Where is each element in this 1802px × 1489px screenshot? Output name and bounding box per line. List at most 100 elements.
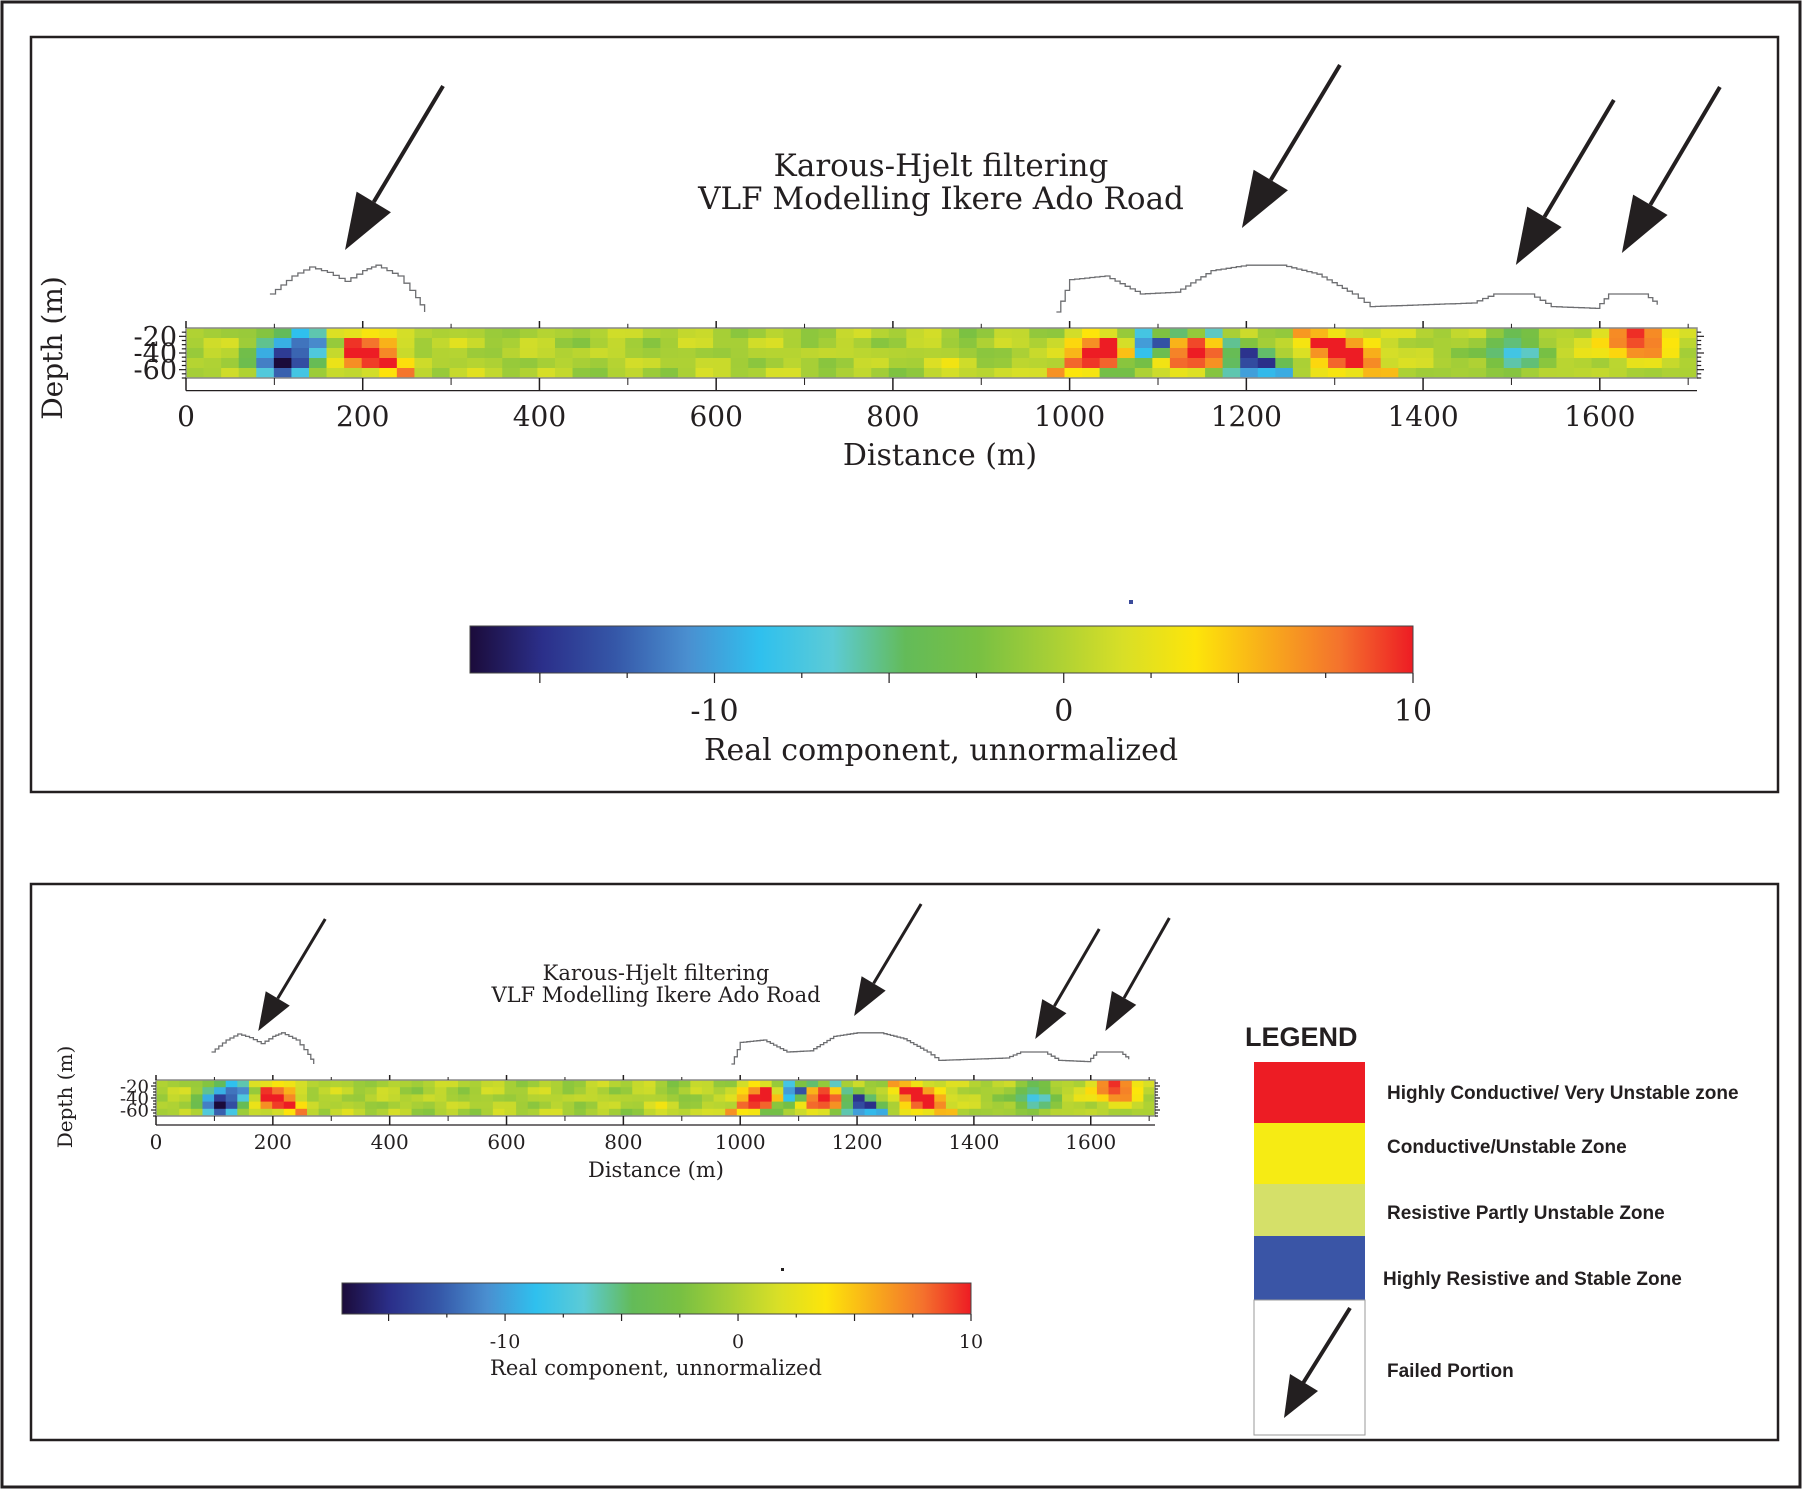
heatmap-cell [291,368,310,379]
heatmap-cell [308,368,327,379]
heatmap-cell [156,1094,169,1102]
heatmap-cell [248,1108,261,1117]
legend-item-label: Conductive/Unstable Zone [1387,1137,1627,1158]
heatmap-cell [458,1094,471,1102]
heatmap-cell [1029,338,1048,349]
heatmap-cell [330,1087,343,1095]
heatmap-cell [1679,358,1698,369]
heatmap-cell [1521,368,1540,379]
heatmap-cell [992,1094,1005,1102]
heatmap-cell [399,1108,412,1117]
heatmap-cell [295,1087,308,1095]
heatmap-cell [537,328,556,339]
heatmap-cell [423,1087,436,1095]
heatmap-cell [585,1080,598,1088]
heatmap-cell [806,1094,819,1102]
heatmap-cell [237,1108,250,1117]
heatmap-cell [203,368,222,379]
heatmap-cell [225,1094,238,1102]
heatmap-cell [941,338,960,349]
heatmap-cell [539,1108,552,1117]
heatmap-cell [1556,338,1575,349]
heatmap-cell [794,1101,807,1110]
heatmap-cell [725,1080,738,1088]
failed-portion-arrow [276,918,327,1000]
heatmap-cell [771,1087,784,1095]
heatmap-cell [361,348,380,359]
heatmap-cell [841,1080,854,1088]
heatmap-cell [818,368,837,379]
heatmap-cell [484,338,503,349]
heatmap-cell [221,368,240,379]
colorbar-tick-label: 10 [959,1331,983,1353]
heatmap-cell [431,358,450,369]
legend-item-label: Resistive Partly Unstable Zone [1387,1203,1665,1224]
heatmap-cell [344,348,363,359]
heatmap-cell [1574,338,1592,349]
y-tick-label: -60 [120,1100,149,1121]
heatmap-cell [976,358,995,369]
heatmap-cell [190,1108,203,1117]
heatmap-cell [353,1087,366,1095]
heatmap-cell [1433,338,1452,349]
heatmap-cell [829,1108,842,1117]
heatmap-cell [678,1080,691,1088]
heatmap-cell [1609,348,1628,359]
heatmap-cell [1451,328,1469,339]
heatmap-cell [1187,328,1206,339]
heatmap-cell [1015,1094,1028,1102]
heatmap-cell [283,1094,296,1102]
heatmap-cell [295,1101,308,1110]
top-title-line1: Karous-Hjelt filtering [774,148,1109,184]
heatmap-cell [1134,368,1153,379]
heatmap-cell [574,1101,587,1110]
heatmap-cell [396,338,415,349]
heatmap-cell [1486,368,1505,379]
heatmap-cell [539,1094,552,1102]
heatmap-cell [876,1094,889,1102]
heatmap-cell [818,348,837,359]
heatmap-cell [590,368,609,379]
heatmap-cell [655,1080,668,1088]
heatmap-cell [836,338,855,349]
heatmap-cell [783,358,802,369]
heatmap-cell [434,1080,447,1088]
heatmap-cell [713,1087,726,1095]
heatmap-cell [941,348,960,359]
legend-swatch-lightgreen [1254,1184,1365,1236]
y-tick-label: -60 [134,355,177,386]
heatmap-cell [677,358,696,369]
heatmap-cell [1503,358,1522,369]
heatmap-cell [836,348,855,359]
heatmap-cell [1345,348,1364,359]
heatmap-cell [167,1101,180,1110]
heatmap-cell [295,1094,308,1102]
heatmap-cell [179,1087,192,1095]
heatmap-cell [1131,1080,1144,1088]
heatmap-cell [1679,328,1698,339]
heatmap-cell [829,1080,842,1088]
heatmap-cell [1134,358,1153,369]
heatmap-cell [1275,358,1294,369]
heatmap-cell [655,1108,668,1117]
heatmap-cell [632,1108,645,1117]
heatmap-cell [190,1080,203,1088]
heatmap-cell [1257,338,1276,349]
heatmap-cell [221,338,240,349]
heatmap-cell [388,1080,401,1088]
heatmap-cell [1003,1087,1017,1095]
heatmap-cell [1011,348,1030,359]
heatmap-cell [1521,328,1540,339]
heatmap-cell [318,1080,331,1088]
heatmap-cell [1363,358,1382,369]
failed-portion-arrowhead [1621,194,1668,253]
heatmap-cell [539,1080,552,1088]
heatmap-cell [1003,1094,1017,1102]
heatmap-cell [1222,328,1241,339]
x-tick-label: 1400 [948,1130,999,1154]
failed-portion-arrowhead [258,991,290,1031]
heatmap-cell [906,358,925,369]
heatmap-cell [431,368,450,379]
heatmap-cell [906,348,925,359]
heatmap-cell [642,358,661,369]
